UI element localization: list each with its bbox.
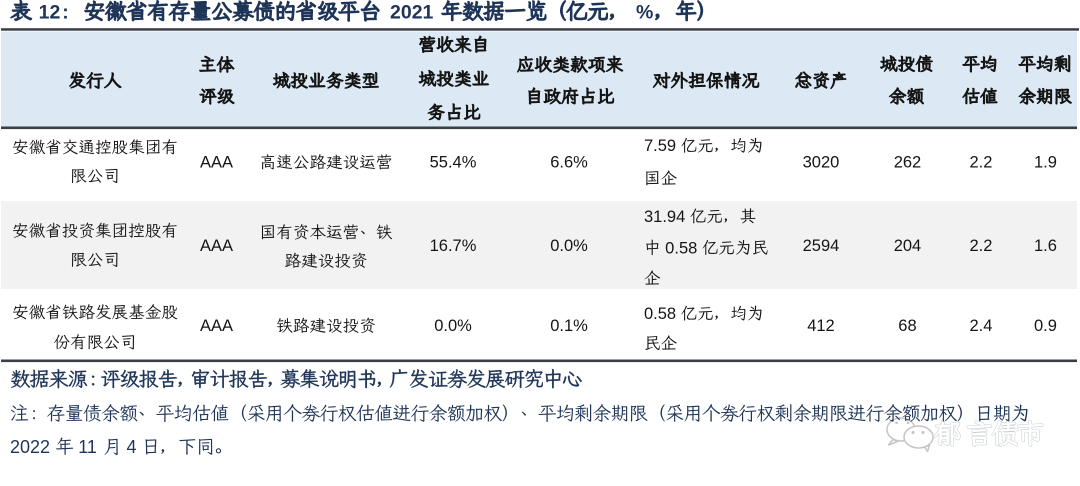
svg-text:16.7%: 16.7% [430,237,477,255]
svg-text:262: 262 [894,154,922,172]
svg-text:4: 4 [122,437,142,457]
svg-text:11: 11 [73,437,102,457]
svg-text:12: 12 [39,2,61,24]
svg-text:68: 68 [898,317,916,335]
svg-text:AAA: AAA [200,317,233,335]
svg-text:1.9: 1.9 [1034,154,1057,172]
svg-text:2594: 2594 [803,237,840,255]
svg-text:204: 204 [894,237,922,255]
svg-text:0.9: 0.9 [1034,317,1057,335]
svg-text:2022: 2022 [10,437,55,457]
svg-text:0.0%: 0.0% [434,317,472,335]
svg-text:0.1%: 0.1% [550,317,588,335]
svg-text:2.2: 2.2 [970,237,993,255]
svg-text:AAA: AAA [200,154,233,172]
svg-text:%: % [636,2,653,24]
svg-text:412: 412 [807,317,835,335]
svg-text:2.2: 2.2 [970,154,993,172]
svg-text:3020: 3020 [803,154,840,172]
svg-text:0.58: 0.58 [644,305,681,323]
svg-text:1.6: 1.6 [1034,237,1057,255]
svg-text::: : [62,2,68,24]
svg-text:0.0%: 0.0% [550,237,588,255]
svg-text:AAA: AAA [200,237,233,255]
svg-text:2021: 2021 [390,2,434,24]
svg-text:0.58: 0.58 [661,239,702,257]
svg-text:7.59: 7.59 [644,137,681,155]
svg-text:55.4%: 55.4% [430,154,477,172]
svg-text:2.4: 2.4 [970,317,993,335]
svg-text:6.6%: 6.6% [550,154,588,172]
svg-text:31.94: 31.94 [644,208,690,226]
